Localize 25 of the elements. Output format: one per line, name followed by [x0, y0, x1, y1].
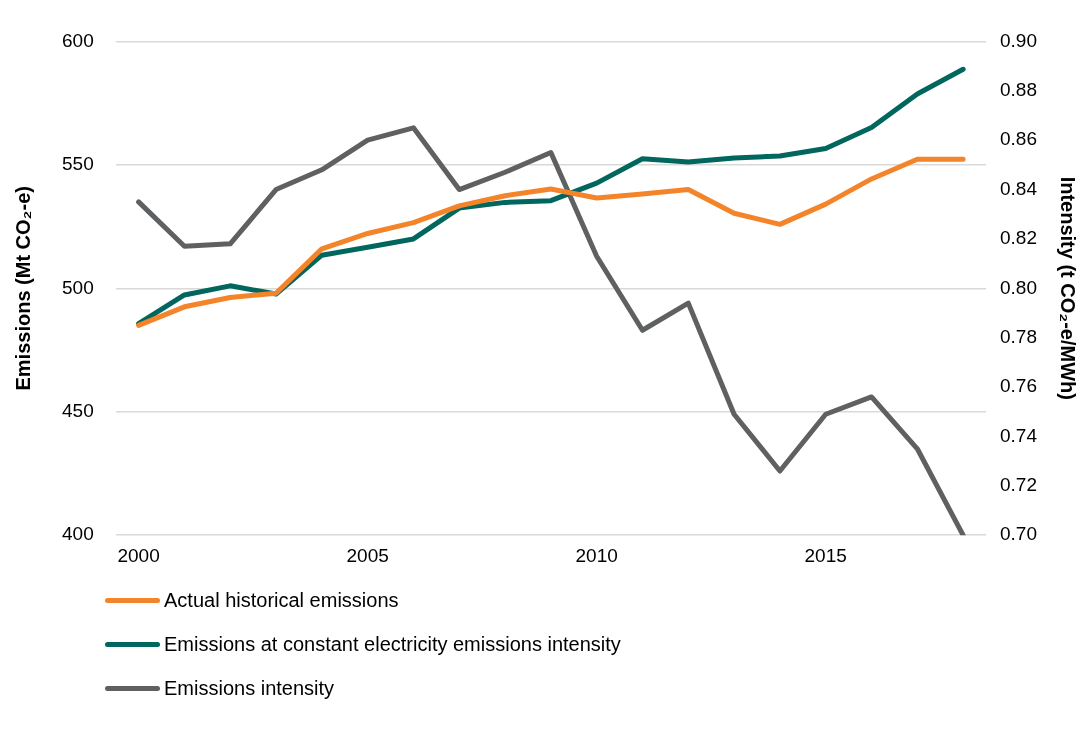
- x-tick-label: 2015: [804, 544, 847, 566]
- legend-label: Emissions at constant electricity emissions intensity: [164, 632, 621, 656]
- y2-tick-label: 0.70: [1000, 523, 1037, 545]
- y2-tick-label: 0.84: [1000, 177, 1038, 199]
- y2-tick-label: 0.74: [1000, 424, 1038, 446]
- y2-tick-label: 0.76: [1000, 375, 1037, 397]
- y-axis-title: Emissions (Mt CO₂-e): [11, 186, 34, 391]
- y-tick-label: 400: [62, 523, 94, 545]
- y2-tick-label: 0.78: [1000, 325, 1037, 347]
- legend-label: Actual historical emissions: [164, 588, 399, 612]
- y2-tick-label: 0.86: [1000, 128, 1037, 150]
- x-tick-label: 2000: [117, 544, 160, 566]
- x-tick-label: 2010: [575, 544, 618, 566]
- y2-axis-title: Intensity (t CO₂-e/MWh): [1057, 176, 1080, 400]
- y-tick-label: 500: [62, 276, 94, 298]
- y2-tick-label: 0.90: [1000, 29, 1037, 51]
- y2-tick-label: 0.72: [1000, 474, 1037, 496]
- y2-tick-label: 0.82: [1000, 227, 1037, 249]
- x-tick-label: 2005: [346, 544, 389, 566]
- y2-tick-label: 0.88: [1000, 79, 1037, 101]
- y-tick-label: 450: [62, 399, 94, 421]
- y-tick-label: 600: [62, 29, 94, 51]
- y-tick-label: 550: [62, 153, 94, 175]
- legend-label: Emissions intensity: [164, 676, 335, 700]
- y2-tick-label: 0.80: [1000, 276, 1037, 298]
